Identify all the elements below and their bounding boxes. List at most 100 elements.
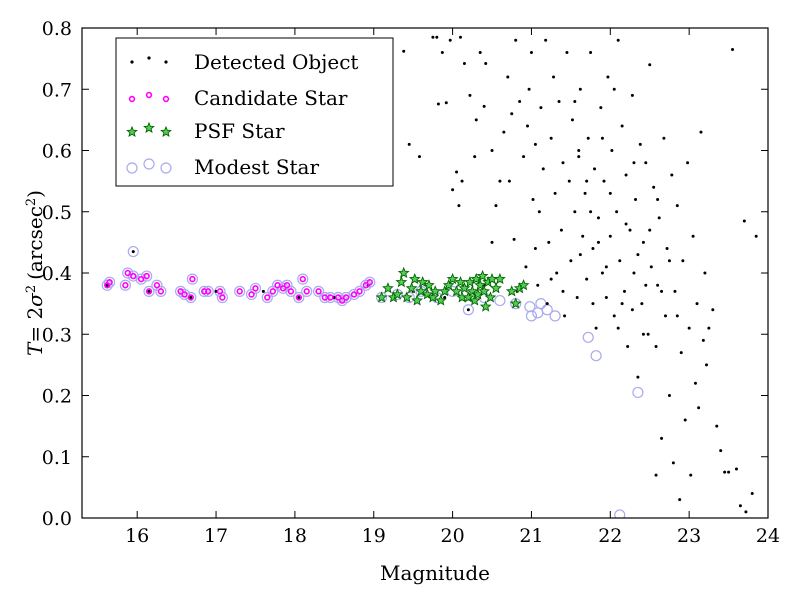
psf-star-point	[478, 285, 491, 297]
y-tick-label: 0.3	[42, 324, 72, 346]
detected-object-point	[604, 265, 608, 269]
psf-star-point	[468, 294, 481, 306]
psf-star-point	[382, 282, 394, 294]
detected-object-point	[697, 406, 701, 410]
detected-object-point	[689, 473, 693, 477]
modest-star-point	[285, 285, 297, 297]
detected-object-point	[723, 470, 727, 474]
detected-object-point	[524, 265, 528, 269]
candidate-star-point	[189, 275, 196, 283]
candidate-star-point	[130, 272, 137, 280]
psf-star-point	[479, 300, 492, 312]
detected-object-point	[649, 265, 653, 269]
detected-object-point	[671, 461, 675, 465]
psf-star-point	[375, 291, 388, 303]
psf-star-series	[375, 266, 530, 312]
detected-object-point	[632, 161, 636, 165]
detected-object-point	[715, 424, 719, 428]
detected-object-point	[569, 259, 573, 263]
candidate-star-point	[219, 294, 226, 301]
psf-star-point	[423, 279, 435, 291]
detected-object-point	[402, 49, 406, 53]
detected-object-point	[662, 136, 666, 140]
detected-object-point	[707, 326, 711, 330]
psf-star-point	[458, 282, 471, 294]
x-axis-label: Magnitude	[380, 561, 490, 585]
candidate-star-point	[274, 282, 281, 289]
detected-object-point	[555, 271, 559, 275]
detected-object-point	[683, 418, 687, 422]
detected-object-point	[545, 302, 549, 306]
detected-object-point	[563, 314, 567, 318]
candidate-star-point	[356, 288, 363, 295]
detected-object-point	[457, 204, 461, 208]
detected-object-point	[608, 191, 612, 195]
modest-star-point	[590, 350, 602, 362]
detected-object-point	[628, 228, 632, 232]
detected-object-point	[703, 271, 707, 275]
modest-star-point	[119, 279, 131, 291]
detected-object-point	[490, 240, 494, 244]
candidate-star-point	[153, 282, 161, 289]
legend-marker-detected	[130, 56, 168, 64]
detected-object-point	[630, 93, 634, 97]
modest-star-point	[297, 273, 309, 285]
psf-star-point	[474, 279, 487, 291]
detected-object-point	[484, 62, 488, 66]
detected-object-point	[727, 470, 731, 474]
detected-object-point	[670, 173, 674, 177]
candidate-star-point	[143, 272, 150, 280]
detected-object-point	[539, 106, 543, 110]
detected-object-point	[541, 167, 545, 171]
detected-object-point	[557, 100, 561, 103]
psf-star-point	[397, 266, 410, 279]
x-tick-label: 22	[598, 525, 622, 547]
detected-object-point	[673, 289, 677, 293]
detected-object-point	[510, 112, 514, 116]
detected-object-point	[455, 170, 459, 174]
modest-star-point	[525, 310, 538, 322]
modest-star-point	[234, 285, 246, 297]
detected-object-point	[561, 289, 565, 293]
detected-object-point	[654, 473, 658, 477]
detected-object-point	[600, 136, 604, 140]
detected-object-point	[620, 302, 624, 306]
psf-star-point	[408, 272, 421, 285]
detected-object-point	[490, 149, 494, 152]
x-tick-label: 17	[204, 525, 228, 547]
detected-object-point	[678, 498, 682, 502]
detected-object-point	[565, 51, 569, 54]
psf-star-point	[434, 294, 447, 306]
candidate-star-point	[295, 294, 303, 301]
detected-object-point	[704, 363, 708, 367]
legend-marker-modest	[126, 158, 172, 174]
detected-object-point	[711, 308, 715, 312]
detected-object-point	[512, 237, 516, 241]
candidate-star-point	[283, 282, 291, 289]
candidate-star-point	[252, 285, 259, 292]
detected-object-point	[462, 62, 466, 66]
detected-object-point	[599, 106, 603, 110]
detected-object-point	[458, 35, 462, 39]
detected-object-point	[610, 149, 614, 152]
modest-star-point	[155, 285, 167, 297]
x-tick-label: 24	[756, 525, 780, 547]
candidate-star-point	[201, 288, 208, 295]
detected-object-point	[632, 271, 636, 275]
detected-object-point	[332, 296, 336, 299]
x-tick-label: 20	[441, 525, 465, 547]
detected-object-point	[734, 467, 738, 471]
candidate-star-point	[287, 288, 295, 295]
y-tick-label: 0.2	[42, 386, 72, 408]
detected-object-point	[679, 351, 683, 355]
detected-object-point	[622, 289, 626, 293]
legend-entry-detected: Detected Object	[130, 50, 358, 74]
modest-star-point	[549, 310, 561, 322]
candidate-star-point	[157, 288, 165, 295]
modest-star-point	[462, 304, 474, 316]
detected-object-point	[468, 93, 472, 97]
candidate-star-point	[137, 275, 145, 283]
psf-star-point	[426, 291, 439, 303]
y-tick-label: 0.7	[42, 79, 72, 101]
detected-object-point	[608, 234, 612, 238]
